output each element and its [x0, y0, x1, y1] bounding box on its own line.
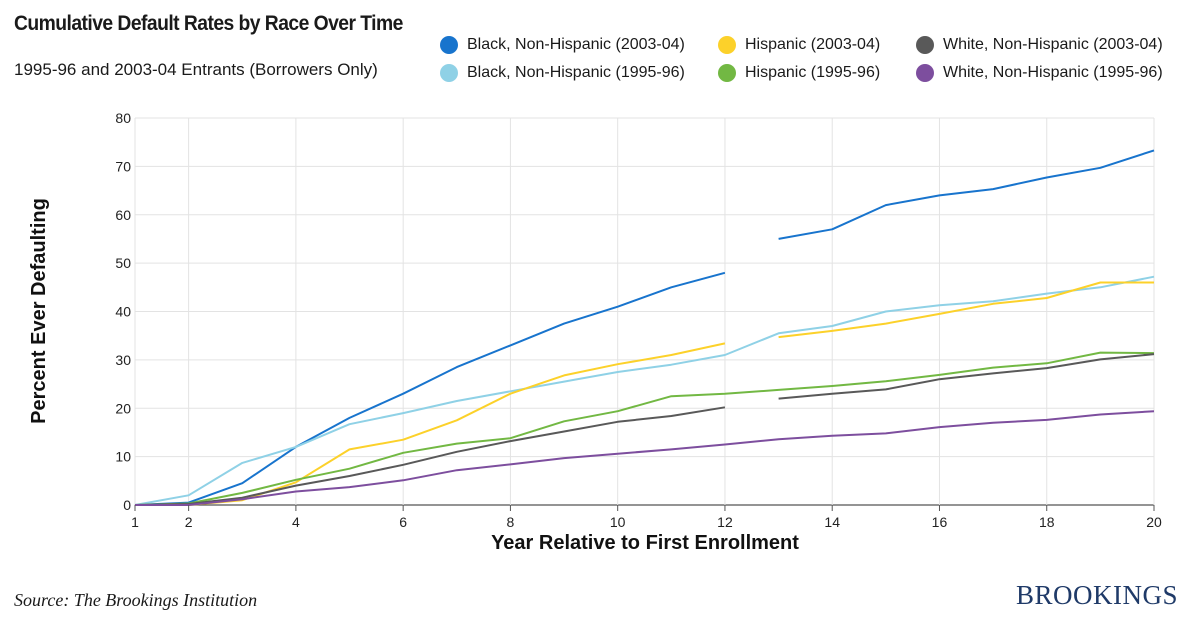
y-tick-label: 60	[115, 207, 131, 223]
legend-item: Black, Non-Hispanic (1995-96)	[440, 64, 685, 82]
y-axis-title: Percent Ever Defaulting	[28, 198, 50, 424]
series-layer	[134, 149, 1155, 506]
source-note: Source: The Brookings Institution	[14, 590, 258, 610]
legend-swatch	[916, 64, 934, 82]
legend-swatch	[440, 36, 458, 54]
legend: Black, Non-Hispanic (2003-04) Black, Non-…	[440, 36, 1200, 92]
legend-swatch	[440, 64, 458, 82]
x-tick-label: 10	[610, 514, 626, 530]
legend-item: White, Non-Hispanic (2003-04)	[916, 36, 1163, 54]
y-tick-label: 0	[123, 497, 131, 513]
x-tick-label: 1	[131, 514, 139, 530]
series-line-5	[135, 410, 1155, 506]
x-tick-label: 2	[185, 514, 193, 530]
series-line-0	[134, 149, 1155, 506]
legend-label: Hispanic (2003-04)	[745, 36, 881, 53]
legend-label: White, Non-Hispanic (1995-96)	[943, 64, 1163, 81]
legend-swatch	[718, 36, 736, 54]
x-tick-label: 12	[717, 514, 733, 530]
series-line-3	[134, 351, 1155, 506]
legend-label: Hispanic (1995-96)	[745, 64, 881, 81]
chart-title: Cumulative Default Rates by Race Over Ti…	[14, 12, 403, 35]
x-tick-label: 20	[1146, 514, 1162, 530]
x-axis-title: Year Relative to First Enrollment	[491, 532, 799, 554]
legend-label: Black, Non-Hispanic (2003-04)	[467, 36, 685, 53]
legend-item: Black, Non-Hispanic (2003-04)	[440, 36, 685, 54]
y-tick-label: 80	[115, 110, 131, 126]
chart-subtitle: 1995-96 and 2003-04 Entrants (Borrowers …	[14, 60, 378, 79]
y-tick-label: 70	[115, 158, 131, 174]
legend-swatch	[718, 64, 736, 82]
series-line-2	[135, 281, 1154, 506]
y-tick-label: 10	[115, 449, 131, 465]
y-tick-label: 40	[115, 304, 131, 320]
x-tick-label: 8	[507, 514, 515, 530]
legend-label: Black, Non-Hispanic (1995-96)	[467, 64, 685, 81]
y-tick-label: 30	[115, 352, 131, 368]
x-tick-label: 6	[399, 514, 407, 530]
legend-item: Hispanic (2003-04)	[718, 36, 880, 54]
legend-label: White, Non-Hispanic (2003-04)	[943, 36, 1163, 53]
series-line-1	[134, 275, 1155, 506]
legend-item: Hispanic (1995-96)	[718, 64, 880, 82]
x-tick-label: 14	[824, 514, 840, 530]
y-tick-label: 50	[115, 255, 131, 271]
series-line-4	[134, 353, 1155, 506]
legend-swatch	[916, 36, 934, 54]
grid-layer	[134, 117, 1155, 506]
x-tick-label: 16	[932, 514, 948, 530]
brookings-logo: BROOKINGS	[1015, 580, 1178, 610]
x-tick-label: 18	[1039, 514, 1055, 530]
legend-item: White, Non-Hispanic (1995-96)	[916, 64, 1163, 82]
y-tick-label: 20	[115, 400, 131, 416]
x-tick-label: 4	[292, 514, 300, 530]
